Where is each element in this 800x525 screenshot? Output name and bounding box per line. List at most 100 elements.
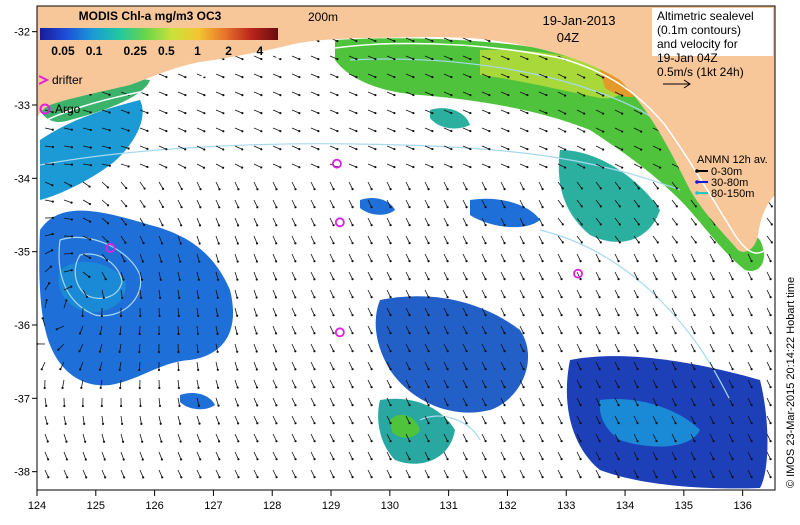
velocity-arrow-head (598, 350, 600, 352)
velocity-arrow-head (583, 112, 585, 114)
velocity-arrow-head (598, 314, 600, 316)
velocity-arrow-head (128, 165, 130, 167)
velocity-arrow-head (165, 112, 167, 114)
velocity-arrow-head (313, 368, 315, 370)
velocity-arrow-head (109, 165, 111, 167)
velocity-arrow-head (370, 242, 372, 244)
colorbar-strip (40, 28, 278, 40)
velocity-arrow-head (256, 368, 258, 370)
velocity-arrow-head (562, 187, 564, 189)
altimetry-line-3: and velocity for (657, 37, 738, 51)
velocity-arrow-head (125, 205, 127, 207)
velocity-arrow-head (769, 332, 771, 334)
date-text: 19-Jan-2013 (543, 13, 616, 28)
velocity-arrow-head (560, 350, 562, 352)
velocity-arrow-head (222, 112, 224, 114)
velocity-arrow-head (317, 166, 319, 168)
anmn-swatch-dot (695, 180, 699, 184)
velocity-arrow-head (336, 112, 338, 114)
velocity-arrow-head (541, 188, 543, 190)
velocity-arrow-head (636, 476, 638, 478)
velocity-arrow-head (446, 458, 448, 460)
velocity-arrow-head (484, 206, 486, 208)
velocity-arrow-head (579, 422, 581, 424)
velocity-arrow-head (657, 187, 659, 189)
velocity-arrow-head (351, 440, 353, 442)
velocity-arrow-head (636, 404, 638, 406)
velocity-arrow-head (336, 94, 338, 96)
velocity-arrow-head (138, 351, 140, 353)
velocity-arrow-head (107, 186, 109, 188)
velocity-arrow-head (146, 94, 148, 96)
velocity-arrow-head (279, 166, 281, 168)
velocity-arrow-head (617, 350, 619, 352)
velocity-arrow-head (275, 422, 277, 424)
velocity-arrow-head (712, 440, 714, 442)
y-tick-label: -36 (14, 320, 30, 332)
velocity-arrow-head (564, 76, 566, 78)
velocity-arrow-head (294, 458, 296, 460)
velocity-arrow-head (522, 350, 524, 352)
velocity-arrow-head (104, 458, 106, 460)
velocity-arrow-head (127, 129, 129, 131)
velocity-arrow-head (294, 188, 296, 190)
velocity-arrow-head (469, 40, 471, 42)
altimetry-line-4: 19-Jan 04Z (657, 51, 718, 65)
velocity-arrow-head (693, 332, 695, 334)
velocity-arrow-head (560, 296, 562, 298)
velocity-arrow-head (160, 261, 162, 263)
velocity-arrow-head (313, 242, 315, 244)
x-tick-label: 134 (616, 500, 634, 512)
velocity-arrow-head (82, 315, 84, 317)
velocity-arrow-head (583, 94, 585, 96)
velocity-arrow-head (712, 350, 714, 352)
velocity-arrow-head (370, 422, 372, 424)
velocity-arrow-head (180, 242, 182, 244)
velocity-arrow-head (522, 242, 524, 244)
velocity-arrow-head (488, 40, 490, 42)
velocity-arrow-head (165, 76, 167, 78)
velocity-arrow-head (412, 76, 414, 78)
velocity-arrow-head (522, 458, 524, 460)
velocity-arrow-head (526, 148, 528, 150)
velocity-arrow-head (123, 260, 125, 262)
velocity-arrow-head (237, 440, 239, 442)
velocity-arrow-head (370, 224, 372, 226)
velocity-arrow-head (260, 94, 262, 96)
velocity-arrow-head (332, 440, 334, 442)
velocity-arrow-head (197, 351, 199, 353)
velocity-arrow-head (674, 440, 676, 442)
velocity-arrow-head (199, 242, 201, 244)
velocity-arrow-head (142, 260, 144, 262)
velocity-arrow-head (579, 440, 581, 442)
velocity-arrow-head (636, 458, 638, 460)
velocity-arrow-head (103, 441, 105, 443)
velocity-arrow-head (431, 76, 433, 78)
velocity-arrow-head (203, 130, 205, 132)
velocity-arrow-head (507, 58, 509, 60)
velocity-arrow-head (638, 205, 640, 207)
velocity-arrow-head (579, 260, 581, 262)
velocity-arrow-head (488, 76, 490, 78)
velocity-arrow-head (70, 285, 72, 287)
velocity-arrow-head (621, 130, 623, 132)
velocity-arrow-head (317, 130, 319, 132)
time-text: 04Z (557, 30, 579, 45)
velocity-arrow-head (598, 440, 600, 442)
velocity-arrow-head (351, 332, 353, 334)
velocity-arrow-head (545, 94, 547, 96)
velocity-arrow-head (640, 148, 642, 150)
velocity-arrow-head (769, 458, 771, 460)
velocity-arrow-head (294, 206, 296, 208)
velocity-arrow-head (197, 297, 199, 299)
velocity-arrow-head (674, 368, 676, 370)
velocity-arrow-head (52, 111, 54, 113)
velocity-arrow-head (676, 205, 678, 207)
velocity-arrow-head (177, 369, 179, 371)
velocity-arrow-head (279, 76, 281, 78)
velocity-arrow-head (125, 187, 127, 189)
velocity-arrow-head (89, 203, 91, 205)
velocity-arrow-head (655, 332, 657, 334)
velocity-arrow-head (488, 112, 490, 114)
velocity-arrow-head (526, 94, 528, 96)
